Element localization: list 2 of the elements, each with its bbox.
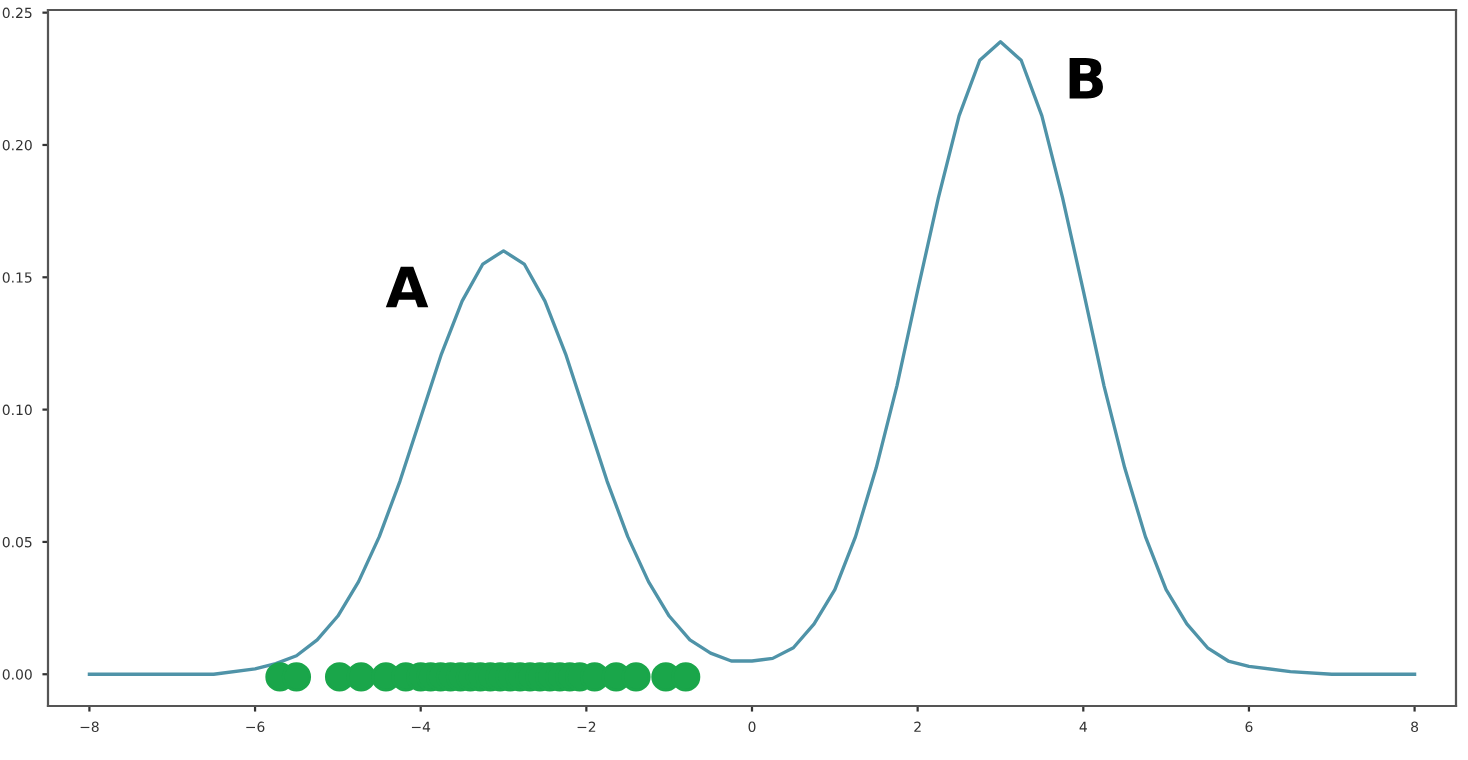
annotation: A <box>385 266 429 308</box>
annotation: B <box>1069 57 1103 99</box>
